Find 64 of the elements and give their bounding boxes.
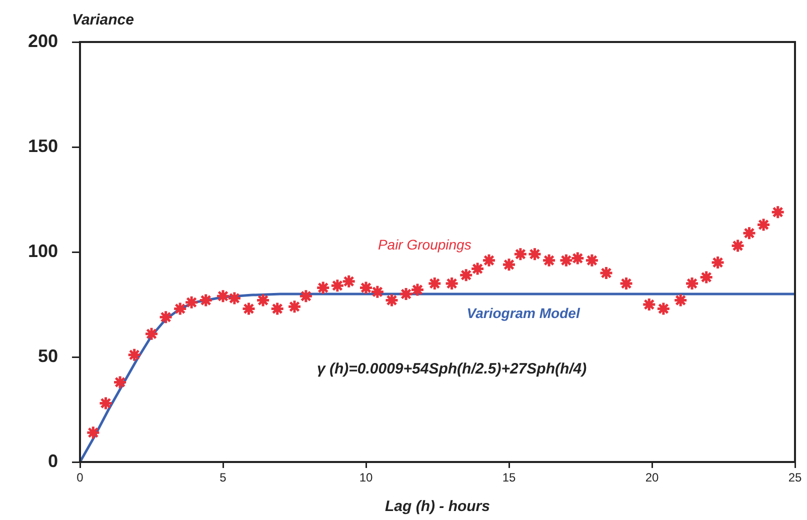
point xyxy=(216,288,230,304)
x-tick-label: 10 xyxy=(359,470,373,485)
x-axis-title: Lag (h) - hours xyxy=(385,498,490,516)
y-tick-label: 50 xyxy=(38,346,58,366)
point xyxy=(482,253,496,268)
point xyxy=(358,280,374,295)
point xyxy=(427,276,442,291)
point xyxy=(742,226,756,240)
point xyxy=(398,286,414,302)
point xyxy=(127,348,142,362)
point xyxy=(558,253,574,268)
point xyxy=(98,396,113,410)
point xyxy=(112,374,128,390)
point xyxy=(527,246,542,262)
point xyxy=(756,217,771,232)
point xyxy=(158,310,174,324)
y-tick-label: 100 xyxy=(28,240,58,261)
x-tick-label: 20 xyxy=(645,470,659,485)
y-tick-label: 150 xyxy=(28,136,58,156)
point xyxy=(458,268,474,282)
point xyxy=(584,253,600,268)
point xyxy=(241,301,256,316)
x-tick-label: 0 xyxy=(76,470,84,485)
x-tick-label: 25 xyxy=(788,470,802,485)
x-tick-label: 5 xyxy=(220,470,227,485)
point xyxy=(270,301,285,316)
point xyxy=(342,274,356,289)
x-tick-label: 15 xyxy=(502,470,516,485)
series-label: Variogram Model xyxy=(466,304,581,321)
y-tick-label: 200 xyxy=(28,30,58,51)
point xyxy=(144,326,159,342)
point xyxy=(256,293,270,308)
point xyxy=(699,270,714,284)
point xyxy=(86,425,100,440)
point xyxy=(198,293,214,308)
point xyxy=(656,301,671,316)
point xyxy=(316,280,330,295)
point xyxy=(502,257,516,272)
point xyxy=(410,282,425,298)
point xyxy=(710,255,726,270)
annotation: γ (h)=0.0009+54Sph(h/2.5)+27Sph(h/4) xyxy=(316,360,587,378)
point xyxy=(330,278,345,293)
point xyxy=(172,301,188,316)
point xyxy=(598,266,614,280)
point xyxy=(384,293,399,308)
point xyxy=(570,251,585,266)
point xyxy=(470,262,485,276)
point xyxy=(444,276,460,291)
point xyxy=(684,276,700,291)
point xyxy=(287,299,302,314)
point xyxy=(370,284,385,300)
series-label: Pair Groupings xyxy=(378,236,472,252)
y-tick-label: 0 xyxy=(48,450,58,471)
point xyxy=(673,293,688,308)
point xyxy=(642,297,656,312)
point xyxy=(298,288,314,304)
point xyxy=(513,246,528,262)
point xyxy=(227,290,242,306)
point xyxy=(730,238,746,253)
point xyxy=(619,276,634,291)
point xyxy=(770,204,786,220)
y-axis-title: Variance xyxy=(72,12,134,29)
point xyxy=(184,295,199,310)
point xyxy=(542,253,556,268)
